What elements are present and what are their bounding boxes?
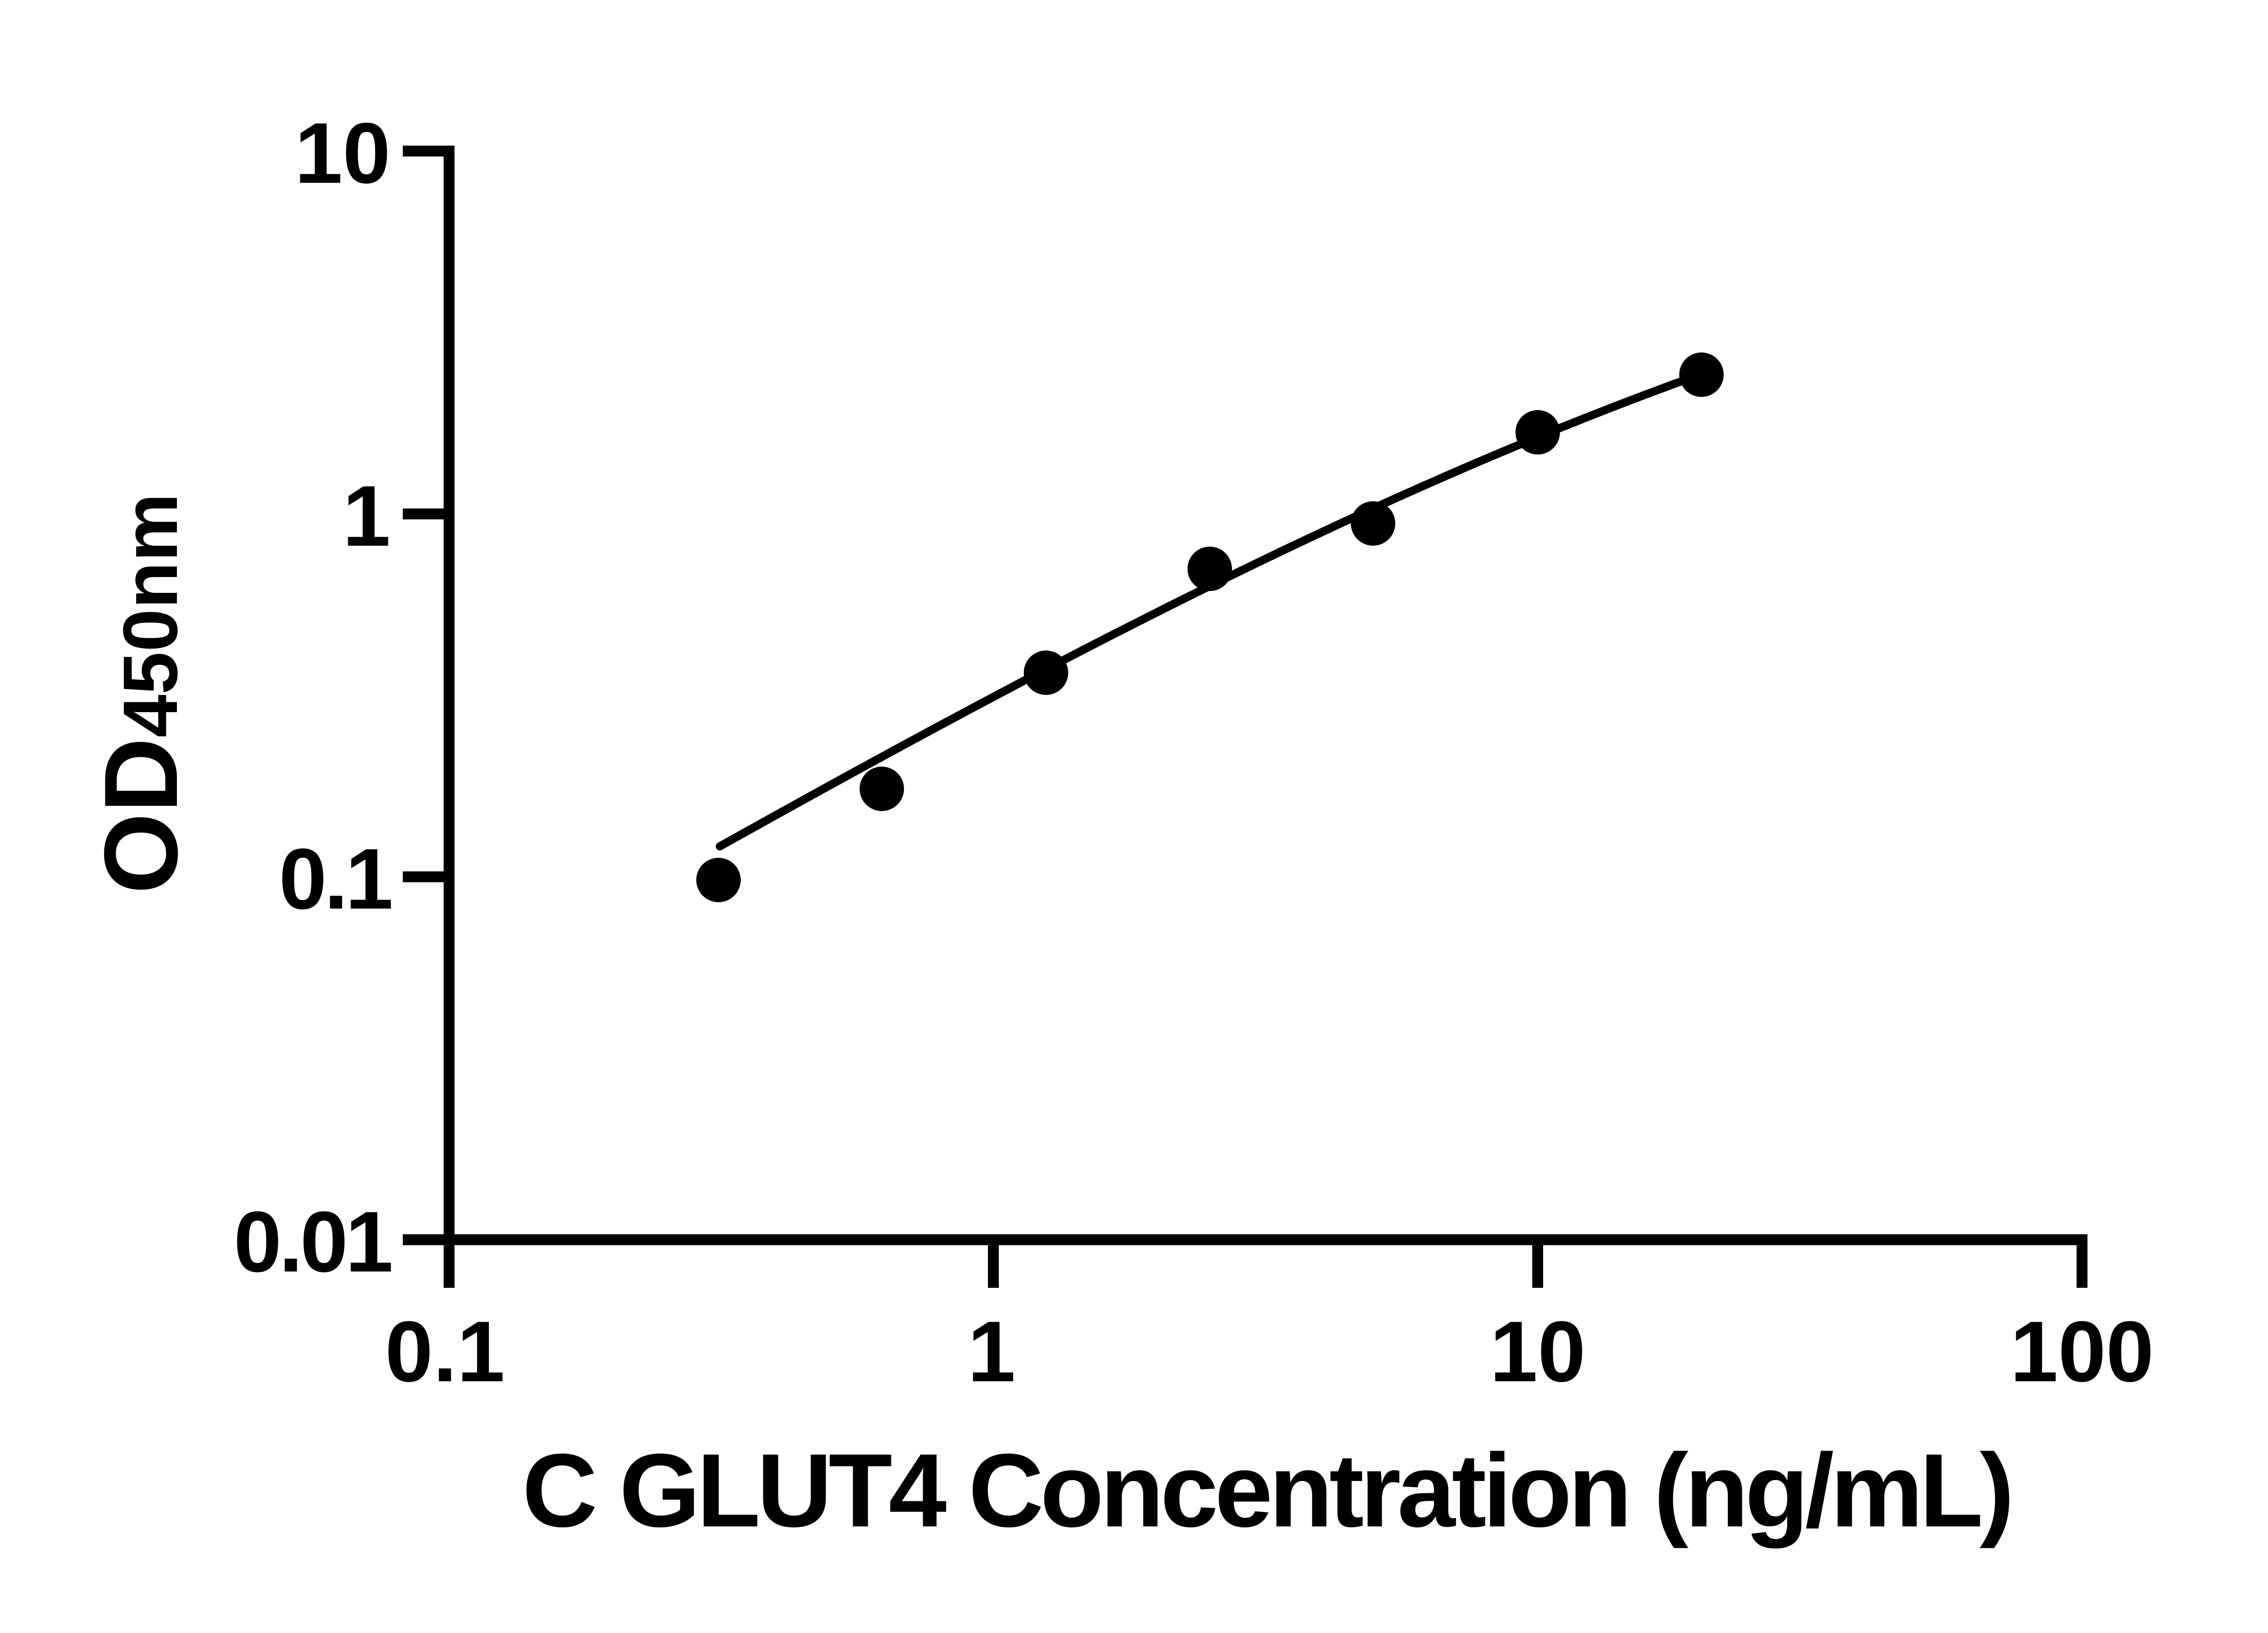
svg-text:OD450nm: OD450nm	[83, 493, 199, 894]
svg-text:C GLUT4 Concentration (ng/mL): C GLUT4 Concentration (ng/mL)	[522, 1432, 2011, 1549]
svg-text:1: 1	[968, 1304, 1016, 1400]
svg-text:0.1: 0.1	[279, 831, 391, 927]
svg-text:0.1: 0.1	[385, 1304, 505, 1400]
svg-text:10: 10	[1490, 1304, 1585, 1400]
svg-text:100: 100	[2010, 1304, 2154, 1400]
svg-text:10: 10	[295, 105, 391, 201]
svg-text:0.01: 0.01	[234, 1194, 391, 1290]
svg-text:1: 1	[342, 468, 391, 564]
